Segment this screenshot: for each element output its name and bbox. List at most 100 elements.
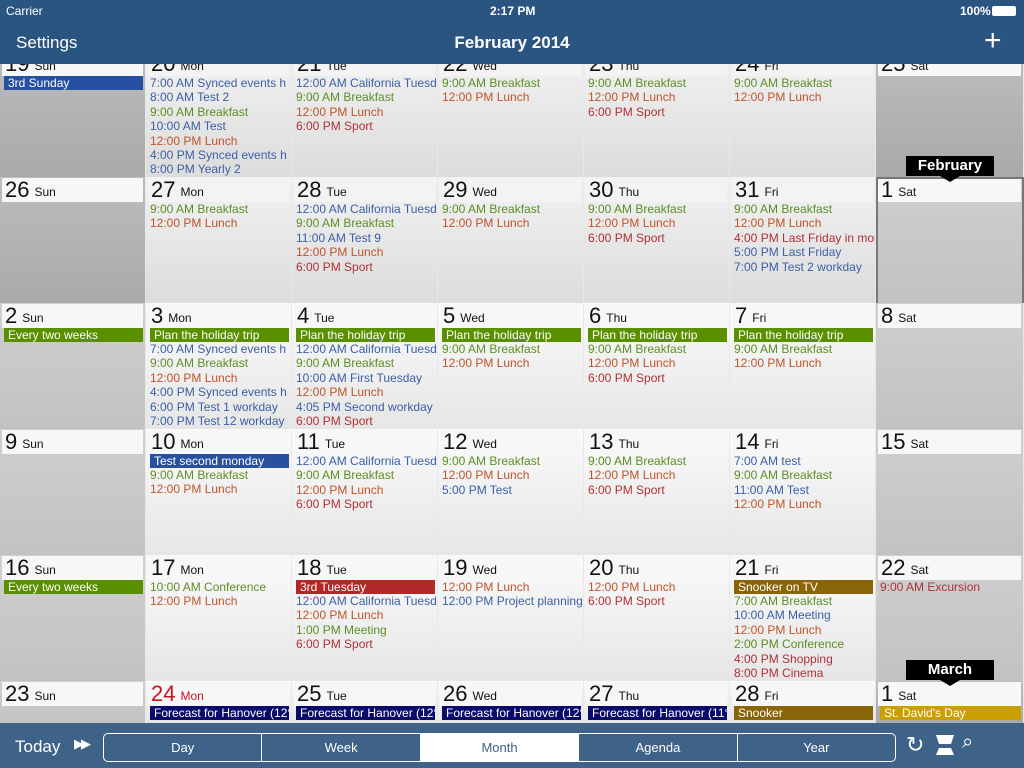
tab-agenda[interactable]: Agenda bbox=[579, 734, 738, 761]
day-cell[interactable]: 20Mon7:00 AM Synced events h8:00 AM Test… bbox=[146, 51, 292, 177]
event[interactable]: 12:00 PM Lunch bbox=[588, 90, 676, 105]
event[interactable]: 6:00 PM Sport bbox=[296, 497, 373, 512]
day-cell[interactable]: 1 Sat bbox=[876, 177, 1024, 303]
event[interactable]: 8:00 PM Cinema bbox=[734, 666, 824, 681]
event[interactable]: 12:00 PM Lunch bbox=[442, 580, 530, 594]
day-cell[interactable]: 8 Sat bbox=[876, 303, 1024, 429]
event[interactable]: 12:00 PM Lunch bbox=[150, 594, 238, 609]
event[interactable]: 12:00 PM Lunch bbox=[442, 356, 530, 371]
event[interactable]: 9:00 AM Breakfast bbox=[442, 202, 541, 216]
event[interactable]: 5:00 PM Test bbox=[442, 482, 512, 497]
day-cell[interactable]: 16 Sun Every two weeks bbox=[0, 555, 146, 681]
event[interactable]: 12:00 PM Lunch bbox=[734, 497, 822, 512]
tab-day[interactable]: Day bbox=[104, 734, 263, 761]
event[interactable]: 12:00 PM Lunch bbox=[734, 216, 822, 231]
event[interactable]: 10:00 AM Conference bbox=[150, 580, 267, 594]
event[interactable]: 7:00 AM Breakfast bbox=[734, 594, 833, 608]
all-day-event[interactable]: Snooker on TV bbox=[734, 580, 873, 594]
event[interactable]: 8:00 PM Yearly 2 bbox=[150, 162, 241, 177]
day-cell[interactable]: 10 Mon Test second monday 9:00 AM Breakfast… bbox=[146, 429, 292, 555]
event[interactable]: 6:00 PM Sport bbox=[588, 482, 665, 497]
event[interactable]: 4:00 PM Synced events h bbox=[150, 148, 287, 163]
event[interactable]: 12:00 AM California Tuesday bbox=[296, 76, 437, 90]
event[interactable]: 6:00 PM Sport bbox=[296, 637, 373, 652]
event[interactable]: 6:00 PM Sport bbox=[296, 119, 373, 134]
event[interactable]: 12:00 PM Lunch bbox=[588, 580, 676, 594]
event[interactable]: 7:00 PM Test 2 workday bbox=[734, 259, 862, 274]
all-day-event[interactable]: Forecast for Hanover (12° bbox=[296, 706, 435, 720]
refresh-icon[interactable]: ↻ bbox=[906, 732, 925, 757]
event[interactable]: 9:00 AM Breakfast bbox=[734, 468, 833, 483]
day-cell[interactable]: 11 Tue 12:00 AM California Tuesday 9:00 AM … bbox=[292, 429, 438, 555]
all-day-event[interactable]: 3rd Tuesday bbox=[296, 580, 435, 594]
day-cell[interactable]: 29 Wed 9:00 AM Breakfast 12:00 PM Lunch bbox=[438, 177, 584, 303]
event[interactable]: 12:00 PM Lunch bbox=[588, 468, 676, 483]
all-day-event[interactable]: Every two weeks bbox=[4, 328, 143, 342]
day-cell[interactable]: 13 Thu 9:00 AM Breakfast 12:00 PM Lunch 6:00… bbox=[584, 429, 730, 555]
all-day-event[interactable]: Forecast for Hanover (11° bbox=[588, 706, 727, 720]
event[interactable]: 11:00 AM Test bbox=[734, 482, 809, 497]
day-cell[interactable]: 3 Mon Plan the holiday trip 7:00 AM Synced … bbox=[146, 303, 292, 429]
all-day-event[interactable]: Plan the holiday trip bbox=[150, 328, 289, 342]
event[interactable]: 6:00 PM Test 1 workday bbox=[150, 399, 278, 414]
all-day-event[interactable]: Plan the holiday trip bbox=[588, 328, 727, 342]
event[interactable]: 9:00 AM Breakfast bbox=[296, 356, 395, 371]
day-cell[interactable]: 31 Fri 9:00 AM Breakfast 12:00 PM Lunch 4:00… bbox=[730, 177, 876, 303]
event[interactable]: 9:00 AM Breakfast bbox=[442, 342, 541, 356]
event[interactable]: 12:00 PM Lunch bbox=[442, 468, 530, 483]
day-cell[interactable]: 17 Mon 10:00 AM Conference 12:00 PM Lunch bbox=[146, 555, 292, 681]
event[interactable]: 12:00 PM Lunch bbox=[150, 482, 238, 497]
event[interactable]: 4:00 PM Last Friday in month bbox=[734, 230, 875, 245]
event[interactable]: 9:00 AM Breakfast bbox=[734, 342, 833, 356]
event[interactable]: 5:00 PM Last Friday bbox=[734, 245, 842, 260]
day-cell[interactable]: 5 Wed Plan the holiday trip 9:00 AM Breakfa… bbox=[438, 303, 584, 429]
day-cell[interactable]: 2 Sun Every two weeks bbox=[0, 303, 146, 429]
event[interactable]: 12:00 PM Lunch bbox=[150, 133, 238, 148]
all-day-event[interactable]: Snooker bbox=[734, 706, 873, 720]
all-day-event[interactable]: Plan the holiday trip bbox=[296, 328, 435, 342]
day-cell[interactable]: 19 Wed 12:00 PM Lunch 12:00 PM Project plan… bbox=[438, 555, 584, 681]
day-cell[interactable]: 4 Tue Plan the holiday trip 12:00 AM Califo… bbox=[292, 303, 438, 429]
event[interactable]: 12:00 AM California Tuesday bbox=[296, 342, 437, 356]
all-day-event[interactable]: Forecast for Hanover (12° bbox=[442, 706, 581, 720]
day-cell[interactable]: 6 Thu Plan the holiday trip 9:00 AM Breakfa… bbox=[584, 303, 730, 429]
event[interactable]: 2:00 PM Conference bbox=[734, 637, 845, 652]
event[interactable]: 9:00 AM Breakfast bbox=[296, 216, 395, 231]
all-day-event[interactable]: Every two weeks bbox=[4, 580, 143, 594]
tab-year[interactable]: Year bbox=[803, 740, 830, 755]
event[interactable]: 7:00 AM test bbox=[734, 454, 801, 468]
day-cell[interactable]: 20 Thu 12:00 PM Lunch 6:00 PM Sport bbox=[584, 555, 730, 681]
event[interactable]: 6:00 PM Sport bbox=[588, 104, 665, 119]
event[interactable]: 4:00 PM Shopping bbox=[734, 651, 833, 666]
event[interactable]: 9:00 AM Breakfast bbox=[442, 454, 541, 468]
event[interactable]: 9:00 AM Breakfast bbox=[150, 104, 249, 119]
event[interactable]: 12:00 PM Lunch bbox=[734, 356, 822, 371]
day-cell[interactable]: 9 Sun bbox=[0, 429, 146, 555]
event[interactable]: 9:00 AM Breakfast bbox=[588, 342, 687, 356]
event[interactable]: 12:00 PM Project planning bbox=[442, 594, 583, 609]
day-cell[interactable]: 26 Sun bbox=[0, 177, 146, 303]
event[interactable]: 9:00 AM Breakfast bbox=[588, 202, 687, 216]
event[interactable]: 8:00 AM Test 2 bbox=[150, 90, 230, 105]
day-cell[interactable]: 26 Wed Forecast for Hanover (12° bbox=[438, 681, 584, 723]
all-day-event[interactable]: 3rd Sunday bbox=[4, 76, 143, 90]
event[interactable]: 9:00 AM Breakfast bbox=[296, 90, 395, 105]
event[interactable]: 6:00 PM Sport bbox=[296, 259, 373, 274]
day-cell[interactable]: 7 Fri Plan the holiday trip 9:00 AM Breakfa… bbox=[730, 303, 876, 429]
all-day-event[interactable]: Plan the holiday trip bbox=[734, 328, 873, 342]
day-cell[interactable]: 19Sun3rd Sunday bbox=[0, 51, 146, 177]
event[interactable]: 12:00 PM Lunch bbox=[442, 90, 530, 105]
day-cell[interactable]: 30 Thu 9:00 AM Breakfast 12:00 PM Lunch 6:00… bbox=[584, 177, 730, 303]
event[interactable]: 10:00 AM Meeting bbox=[734, 608, 831, 623]
event[interactable]: 12:00 PM Lunch bbox=[296, 385, 384, 400]
day-cell[interactable]: 27 Thu Forecast for Hanover (11° bbox=[584, 681, 730, 723]
event[interactable]: 6:00 PM Sport bbox=[588, 230, 665, 245]
all-day-event[interactable]: St. David's Day bbox=[880, 706, 1021, 720]
day-cell[interactable]: 18 Tue 3rd Tuesday 12:00 AM California Tues… bbox=[292, 555, 438, 681]
event[interactable]: 6:00 PM Sport bbox=[588, 370, 665, 385]
event[interactable]: 12:00 PM Lunch bbox=[296, 104, 384, 119]
day-cell[interactable]: 21 Fri Snooker on TV 7:00 AM Breakfast 10:00… bbox=[730, 555, 876, 681]
